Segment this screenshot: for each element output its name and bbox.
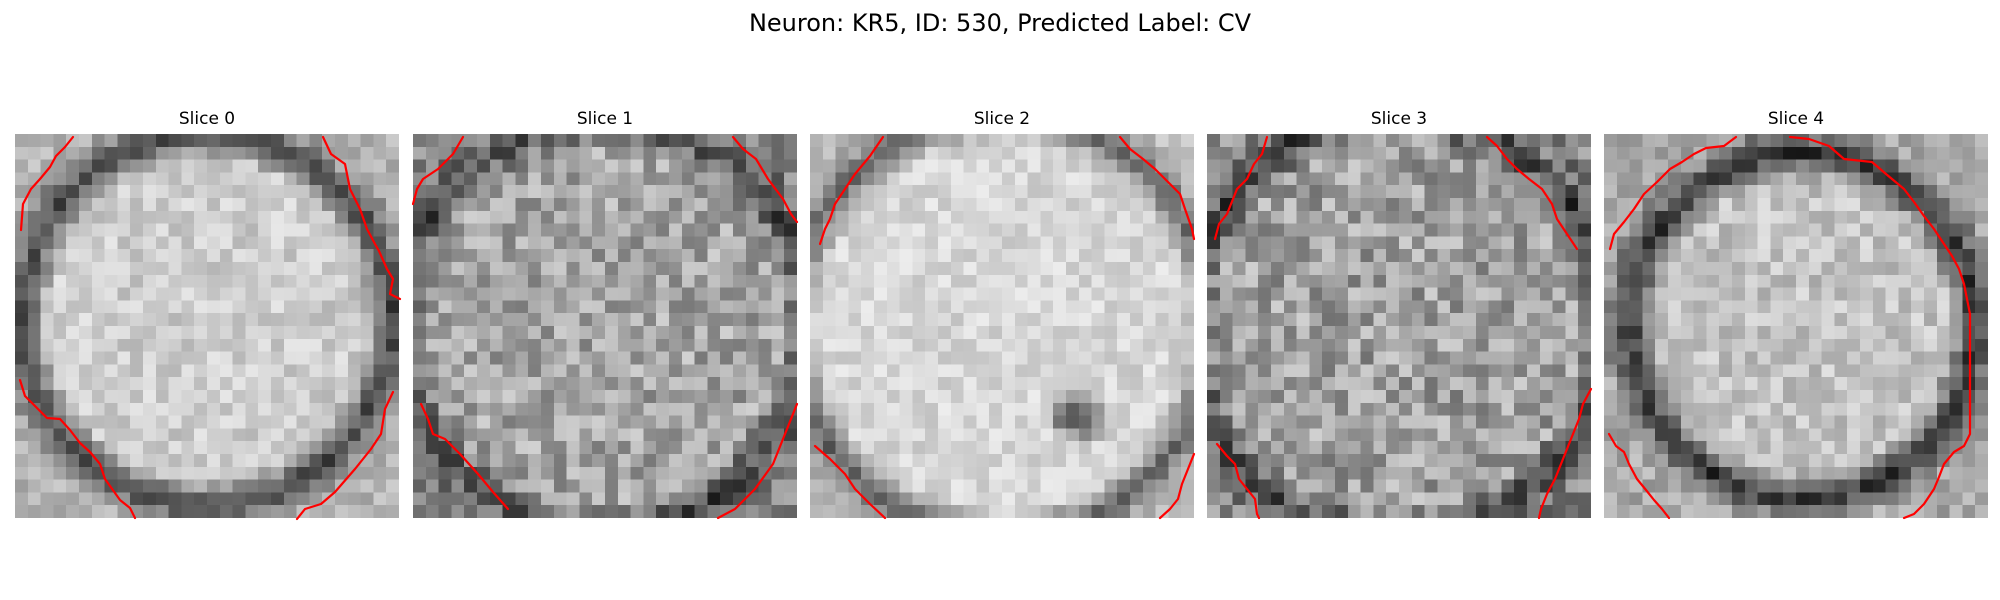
slice-image: [1207, 134, 1591, 518]
contour-line: [18, 378, 137, 520]
contour-line: [1158, 452, 1196, 520]
contour-line: [1213, 135, 1269, 241]
slice-image: [413, 134, 797, 518]
contour-line: [1118, 135, 1196, 241]
contour-line: [818, 135, 885, 246]
contour-line: [295, 390, 395, 521]
slice-title: Slice 0: [178, 109, 236, 129]
slice-title: Slice 4: [1767, 109, 1825, 129]
slice-title: Slice 3: [1370, 109, 1428, 129]
contour-line: [1608, 135, 1738, 251]
figure-title: Neuron: KR5, ID: 530, Predicted Label: C…: [748, 9, 1252, 37]
slice-image: [1604, 134, 1988, 518]
contour-line: [1537, 387, 1593, 520]
contour-line: [731, 135, 799, 224]
slice-image: [15, 134, 399, 518]
contour-line: [1607, 432, 1671, 520]
contour-overlay: [1213, 135, 1593, 520]
contour-line: [321, 135, 402, 301]
contour-line: [1215, 442, 1261, 520]
contour-overlay: [411, 135, 799, 520]
contour-line: [1485, 135, 1579, 251]
contour-line: [716, 402, 799, 520]
contour-overlay: [18, 135, 402, 521]
contour-line: [19, 135, 75, 232]
contour-overlay: [813, 135, 1196, 520]
contour-line: [813, 444, 887, 520]
contour-overlay: [1607, 135, 1972, 520]
contour-line: [419, 402, 510, 511]
slice-title: Slice 2: [973, 109, 1031, 129]
slice-title: Slice 1: [576, 109, 634, 129]
contour-line: [411, 135, 465, 206]
slice-image: [810, 134, 1194, 518]
contour-line: [1788, 135, 1972, 520]
